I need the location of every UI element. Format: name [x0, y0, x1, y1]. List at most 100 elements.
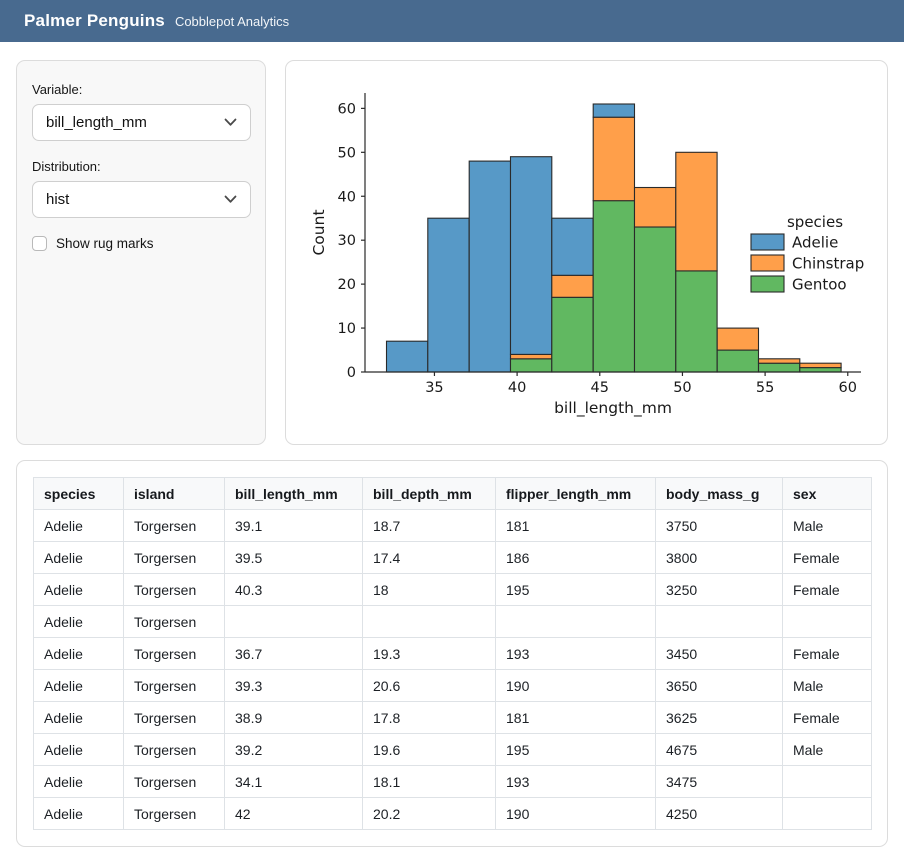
- table-cell: Female: [782, 637, 872, 670]
- table-cell: 195: [495, 573, 656, 606]
- table-cell: 39.5: [224, 541, 363, 574]
- table-cell: 3450: [655, 637, 783, 670]
- histogram-bar-chinstrap: [551, 274, 594, 298]
- histogram-bar-adelie: [592, 103, 636, 118]
- histogram-bar-gentoo: [716, 349, 760, 373]
- table-cell: 38.9: [224, 701, 363, 734]
- table-row: Adelie Torgersen 36.7 19.3 193 3450 Female: [33, 637, 872, 670]
- table-cell: Torgersen: [123, 637, 225, 670]
- column-header-species: species: [33, 477, 124, 510]
- histogram-bar-chinstrap: [716, 327, 760, 351]
- table-cell: Adelie: [33, 797, 124, 830]
- table-cell: 3750: [655, 509, 783, 542]
- chevron-down-icon: [224, 118, 237, 127]
- table-row: Adelie Torgersen 42 20.2 190 4250: [33, 797, 872, 830]
- table-cell: Female: [782, 701, 872, 734]
- legend-label: Gentoo: [792, 276, 847, 294]
- y-tick-label: 10: [338, 321, 356, 337]
- column-header-sex: sex: [782, 477, 872, 510]
- table-cell: 19.3: [362, 637, 496, 670]
- distribution-label: Distribution:: [32, 159, 101, 174]
- table-cell: Torgersen: [123, 701, 225, 734]
- histogram-bar-adelie: [385, 340, 429, 373]
- table-cell: Adelie: [33, 701, 124, 734]
- y-tick-label: 40: [338, 189, 356, 205]
- histogram-bar-gentoo: [509, 358, 553, 373]
- legend-swatch-adelie: [750, 233, 785, 251]
- variable-select-value: bill_length_mm: [46, 114, 147, 131]
- table-row: Adelie Torgersen 40.3 18 195 3250 Female: [33, 573, 872, 606]
- table-row: Adelie Torgersen 39.3 20.6 190 3650 Male: [33, 669, 872, 702]
- x-tick-label: 45: [591, 380, 609, 396]
- histogram-bar-gentoo: [757, 362, 801, 373]
- chevron-down-icon: [224, 195, 237, 204]
- table-cell: [224, 605, 363, 638]
- table-cell: Adelie: [33, 573, 124, 606]
- table-cell: 186: [495, 541, 656, 574]
- table-cell: 39.3: [224, 669, 363, 702]
- column-header-bill_length_mm: bill_length_mm: [224, 477, 363, 510]
- table-cell: 36.7: [224, 637, 363, 670]
- app-header-titles: Palmer Penguins Cobblepot Analytics: [24, 11, 289, 31]
- y-axis-label: Count: [310, 209, 328, 255]
- penguins-table: species island bill_length_mm bill_depth_mm…: [33, 477, 872, 830]
- show-rug-checkbox[interactable]: [32, 236, 47, 251]
- table-cell: 190: [495, 797, 656, 830]
- x-tick-label: 55: [756, 380, 774, 396]
- table-cell: Torgersen: [123, 509, 225, 542]
- legend-swatch-chinstrap: [750, 254, 785, 272]
- table-row: Adelie Torgersen 39.1 18.7 181 3750 Male: [33, 509, 872, 542]
- table-cell: 17.8: [362, 701, 496, 734]
- legend-label: Adelie: [792, 234, 838, 252]
- table-cell: 4675: [655, 733, 783, 766]
- histogram-bar-gentoo: [592, 200, 636, 373]
- histogram-bar-adelie: [509, 156, 553, 355]
- table-cell: 20.6: [362, 669, 496, 702]
- table-cell: Torgersen: [123, 541, 225, 574]
- table-cell: 18.7: [362, 509, 496, 542]
- table-cell: 3650: [655, 669, 783, 702]
- table-header-row: species island bill_length_mm bill_depth_mm…: [33, 477, 872, 510]
- distribution-select-value: hist: [46, 191, 70, 208]
- app-title: Palmer Penguins: [24, 11, 165, 30]
- table-cell: Female: [782, 541, 872, 574]
- table-cell: 181: [495, 509, 656, 542]
- x-tick-label: 40: [508, 380, 526, 396]
- column-header-flipper_length_mm: flipper_length_mm: [495, 477, 656, 510]
- distribution-select[interactable]: hist: [32, 181, 251, 218]
- table-row: Adelie Torgersen 34.1 18.1 193 3475: [33, 765, 872, 798]
- histogram-bar-gentoo: [633, 226, 677, 373]
- table-cell: 42: [224, 797, 363, 830]
- table-cell: 39.2: [224, 733, 363, 766]
- table-cell: Torgersen: [123, 797, 225, 830]
- legend-label: Chinstrap: [792, 255, 864, 273]
- table-cell: Female: [782, 573, 872, 606]
- table-cell: Adelie: [33, 669, 124, 702]
- table-cell: [782, 605, 872, 638]
- column-header-bill_depth_mm: bill_depth_mm: [362, 477, 496, 510]
- table-cell: [782, 797, 872, 830]
- table-cell: Male: [782, 509, 872, 542]
- histogram-bar-chinstrap: [509, 353, 553, 360]
- table-cell: [495, 605, 656, 638]
- show-rug-row: Show rug marks: [32, 236, 250, 251]
- table-cell: Adelie: [33, 541, 124, 574]
- table-cell: 193: [495, 765, 656, 798]
- histogram-bar-gentoo: [675, 270, 718, 373]
- histogram-bar-adelie: [468, 160, 512, 373]
- table-cell: Adelie: [33, 605, 124, 638]
- x-tick-label: 50: [673, 380, 691, 396]
- histogram-bar-gentoo: [551, 296, 594, 373]
- table-cell: Torgersen: [123, 605, 225, 638]
- table-cell: Torgersen: [123, 733, 225, 766]
- table-cell: 190: [495, 669, 656, 702]
- table-cell: 3475: [655, 765, 783, 798]
- variable-select[interactable]: bill_length_mm: [32, 104, 251, 141]
- y-tick-label: 50: [338, 145, 356, 161]
- histogram-bar-adelie: [427, 217, 470, 373]
- column-header-body_mass_g: body_mass_g: [655, 477, 783, 510]
- histogram-svg: 35 40 45 50 55 60 0 10 20 30 40 50 60 bill_length_mm C…: [310, 93, 864, 418]
- table-cell: Male: [782, 669, 872, 702]
- y-tick-label: 0: [347, 365, 356, 381]
- legend-title: species: [787, 213, 843, 231]
